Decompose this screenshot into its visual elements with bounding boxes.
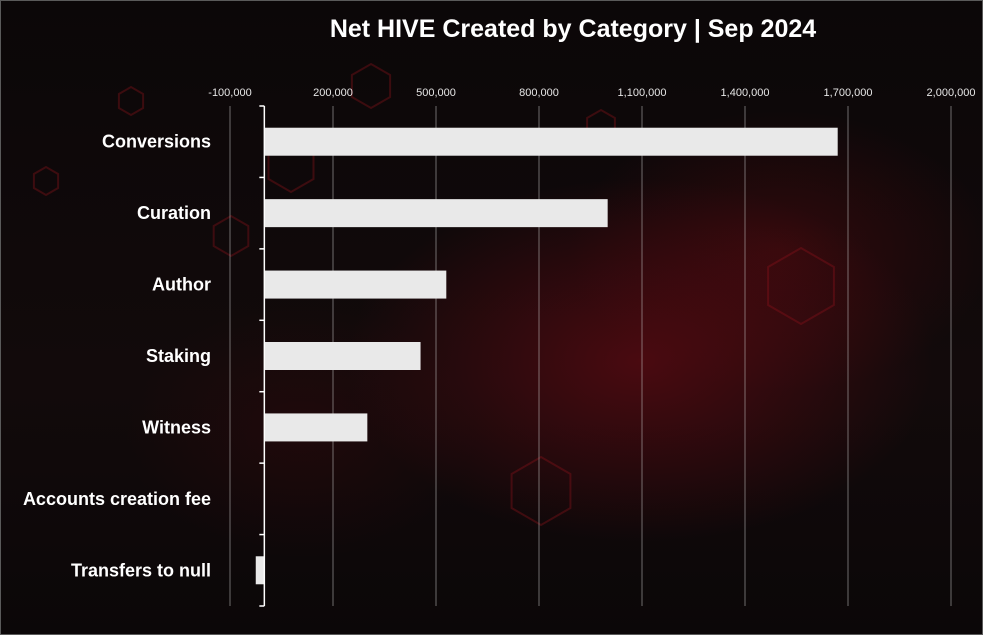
chart-title: Net HIVE Created by Category | Sep 2024 xyxy=(330,15,816,43)
category-label: Transfers to null xyxy=(71,560,211,580)
decor-hexagon xyxy=(510,455,572,527)
decor-hexagon xyxy=(767,246,835,326)
bar xyxy=(264,413,368,442)
x-tick-label: 1,700,000 xyxy=(824,87,873,99)
category-labels: Conversions Curation Author Staking Witness A… xyxy=(23,132,211,581)
gridlines xyxy=(229,106,952,606)
bar xyxy=(255,556,265,585)
category-label: Accounts creation fee xyxy=(23,489,211,509)
bar xyxy=(264,199,608,228)
x-tick-label: 200,000 xyxy=(313,87,353,99)
category-label: Staking xyxy=(146,346,211,366)
bar xyxy=(264,342,421,370)
x-tick-label: 800,000 xyxy=(519,87,559,99)
x-tick-label: -100,000 xyxy=(208,87,251,99)
x-tick-label: 1,100,000 xyxy=(618,87,667,99)
decor-hexagon xyxy=(117,85,145,117)
x-tick-label: 2,000,000 xyxy=(927,87,976,99)
category-label: Author xyxy=(152,275,211,295)
category-label: Conversions xyxy=(102,132,211,152)
category-label: Curation xyxy=(137,203,211,223)
bar xyxy=(264,270,447,299)
category-axis xyxy=(259,105,266,607)
category-label: Witness xyxy=(142,417,211,437)
bar xyxy=(264,127,838,156)
decor-hexagon xyxy=(32,165,60,197)
decor-hexagon xyxy=(350,62,392,110)
bars xyxy=(255,127,838,585)
x-tick-label: 1,400,000 xyxy=(721,87,770,99)
x-tick-label: 500,000 xyxy=(416,87,456,99)
x-axis-ticks: -100,000 200,000 500,000 800,000 1,100,000 1,… xyxy=(208,87,975,99)
decor-hexagon xyxy=(212,214,250,258)
